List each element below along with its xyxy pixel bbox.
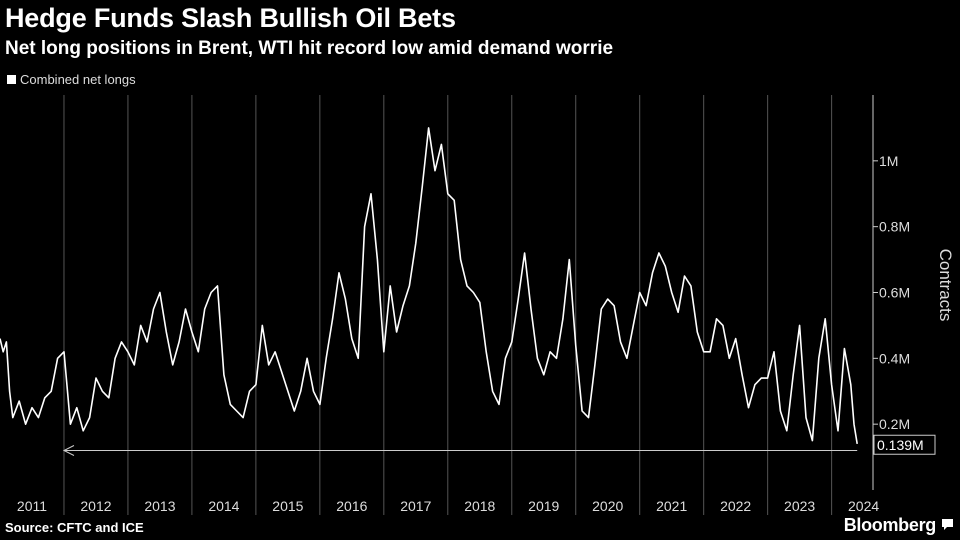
x-tick-label: 2019	[528, 498, 559, 514]
series-layer	[0, 127, 858, 445]
y-tick-label: 0.6M	[879, 285, 910, 301]
x-tick-label: 2020	[592, 498, 623, 514]
chart-subtitle: Net long positions in Brent, WTI hit rec…	[5, 38, 614, 59]
x-tick-label: 2016	[336, 498, 367, 514]
x-tick-label: 2017	[400, 498, 431, 514]
x-axis-labels: 2011 2012 2013 2014 2015 2016 2017 2018 2019 2020…	[17, 498, 879, 514]
x-tick-label: 2022	[720, 498, 751, 514]
x-tick-label: 2024	[848, 498, 879, 514]
annotation-arrowhead	[62, 445, 75, 456]
y-tick-label: 0.2M	[879, 416, 910, 432]
y-axis: 0.2M 0.4M 0.6M 0.8M 1M	[872, 95, 910, 490]
annotation: 0.139M	[62, 434, 936, 456]
y-tick-label: 0.8M	[879, 219, 910, 235]
x-tick-label: 2012	[80, 498, 111, 514]
x-tick-label: 2018	[464, 498, 495, 514]
brand-logo: Bloomberg	[843, 515, 937, 535]
chart-title: Hedge Funds Slash Bullish Oil Bets	[5, 3, 456, 33]
x-tick-label: 2013	[144, 498, 175, 514]
x-tick-label: 2015	[272, 498, 303, 514]
x-tick-label: 2021	[656, 498, 687, 514]
y-tick-label: 1M	[879, 153, 898, 169]
legend-label: Combined net longs	[20, 72, 136, 87]
vertical-gridlines	[63, 95, 833, 515]
speech-bubble-icon	[942, 519, 953, 530]
x-tick-label: 2011	[17, 498, 47, 514]
series-line-combined-net-longs	[0, 127, 858, 445]
source-note: Source: CFTC and ICE	[5, 520, 144, 535]
x-tick-label: 2014	[208, 498, 239, 514]
legend-swatch	[7, 75, 16, 84]
legend: Combined net longs	[7, 72, 136, 87]
annotation-label: 0.139M	[877, 437, 924, 453]
x-tick-label: 2023	[784, 498, 815, 514]
annotation-label-box	[873, 434, 936, 455]
y-tick-label: 0.4M	[879, 350, 910, 366]
y-axis-label: Contracts	[936, 249, 955, 322]
